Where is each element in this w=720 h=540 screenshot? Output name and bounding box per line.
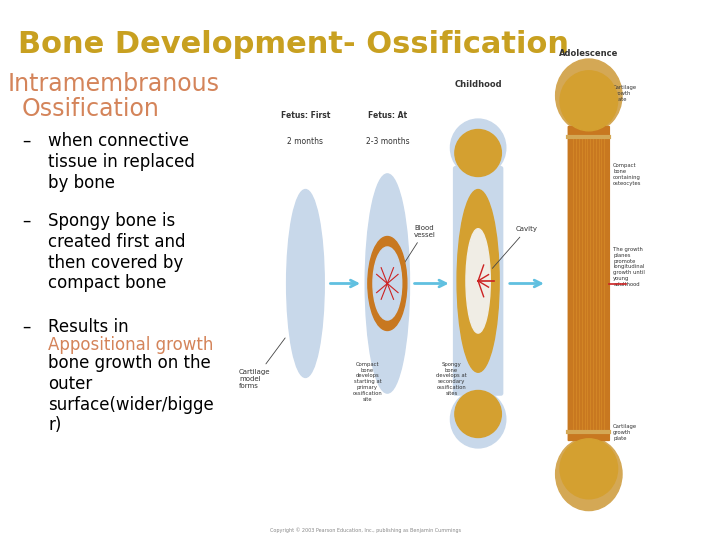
Text: Childhood: Childhood xyxy=(454,80,502,89)
Ellipse shape xyxy=(556,59,622,132)
Text: Fetus: First: Fetus: First xyxy=(281,111,330,120)
Text: Spongy
bone
develops at
secondary
ossification
sites: Spongy bone develops at secondary ossifi… xyxy=(436,362,467,396)
Ellipse shape xyxy=(287,190,324,377)
Text: Adolescence: Adolescence xyxy=(559,49,618,58)
Ellipse shape xyxy=(466,229,490,333)
Text: Results in: Results in xyxy=(48,318,129,336)
Ellipse shape xyxy=(560,439,618,499)
Ellipse shape xyxy=(560,71,618,131)
Text: Compact
bone
develops
starting at
primary
ossification
site: Compact bone develops starting at primar… xyxy=(353,362,382,402)
Ellipse shape xyxy=(365,174,410,393)
Text: Cartilage
model
forms: Cartilage model forms xyxy=(239,338,285,389)
FancyBboxPatch shape xyxy=(453,166,503,396)
Text: Ossification: Ossification xyxy=(22,97,160,121)
Ellipse shape xyxy=(451,119,505,177)
Text: 2 months: 2 months xyxy=(287,137,323,146)
Text: Appositional growth: Appositional growth xyxy=(48,336,213,354)
Text: Cavity: Cavity xyxy=(492,226,538,268)
Text: Cartilage
growth
plate: Cartilage growth plate xyxy=(613,424,637,441)
Ellipse shape xyxy=(455,390,501,437)
Text: Blood
vessel: Blood vessel xyxy=(397,225,436,273)
Text: –: – xyxy=(22,212,30,230)
Text: Spongy bone is
created first and
then covered by
compact bone: Spongy bone is created first and then co… xyxy=(48,212,186,292)
Text: –: – xyxy=(22,318,30,336)
Text: Intramembranous: Intramembranous xyxy=(8,72,220,96)
Ellipse shape xyxy=(368,237,407,330)
Text: 2-3 months: 2-3 months xyxy=(366,137,409,146)
Ellipse shape xyxy=(455,130,501,177)
Text: Copyright © 2003 Pearson Education, Inc., publishing as Benjamin Cummings: Copyright © 2003 Pearson Education, Inc.… xyxy=(270,528,461,534)
Ellipse shape xyxy=(451,390,505,448)
Text: Fetus: At: Fetus: At xyxy=(368,111,407,120)
Text: bone growth on the
outer
surface(wider/bigge
r): bone growth on the outer surface(wider/b… xyxy=(48,354,214,434)
Text: Cartilage
growth
plate: Cartilage growth plate xyxy=(613,85,637,102)
FancyBboxPatch shape xyxy=(567,126,610,441)
Ellipse shape xyxy=(457,190,499,372)
Text: Bone Development- Ossification: Bone Development- Ossification xyxy=(18,30,569,59)
Text: –: – xyxy=(22,132,30,150)
Text: The growth
planes
promote
longitudinal
growth until
young
adulthood: The growth planes promote longitudinal g… xyxy=(613,247,645,287)
Ellipse shape xyxy=(373,247,402,320)
Ellipse shape xyxy=(556,437,622,511)
Text: when connective
tissue in replaced
by bone: when connective tissue in replaced by bo… xyxy=(48,132,195,192)
Text: Compact
bone
containing
osteocytes: Compact bone containing osteocytes xyxy=(613,164,642,186)
